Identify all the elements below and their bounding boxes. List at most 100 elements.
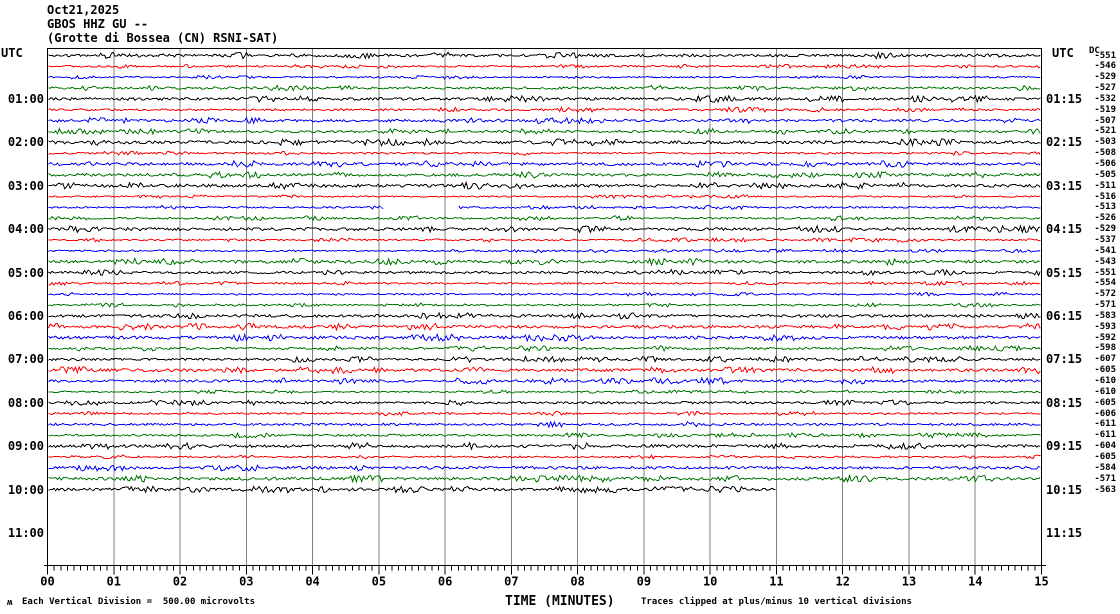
dc-offset-header: DC xyxy=(1089,46,1100,56)
dc-offset-value: -610 xyxy=(1094,376,1116,386)
dc-offset-value: -511 xyxy=(1094,180,1116,191)
seismogram-trace xyxy=(48,236,1041,243)
seismogram-trace xyxy=(48,150,1041,156)
left-hour-labels: 01:00 02:00 03:00 04:00 05:00 06:00 07:00 08:00… xyxy=(0,0,45,614)
seismogram-trace xyxy=(48,322,1041,332)
dc-offset-value: -605 xyxy=(1094,365,1116,376)
left-hour-label: 07:00 xyxy=(7,352,44,367)
left-hour-label: 11:00 xyxy=(7,525,44,540)
dc-offset-value: -529 xyxy=(1094,224,1116,235)
x-axis-tick-label: 15 xyxy=(1034,575,1048,589)
dc-offset-value: -519 xyxy=(1094,104,1116,115)
dc-offset-value: -507 xyxy=(1094,115,1116,126)
plot-frame xyxy=(47,48,1042,566)
seismogram-trace xyxy=(48,257,1041,267)
left-hour-label: 08:00 xyxy=(7,395,44,410)
x-axis-tick-label: 12 xyxy=(835,575,849,589)
right-hour-label: 03:15 xyxy=(1046,178,1083,193)
seismogram-trace xyxy=(48,355,1041,364)
seismogram-trace xyxy=(48,365,1041,375)
dc-offset-value: -527 xyxy=(1094,83,1116,94)
seismogram-trace xyxy=(48,159,1041,169)
seismogram-trace xyxy=(48,376,1041,386)
dc-offset-value: -563 xyxy=(1094,484,1116,495)
dc-offset-value: -541 xyxy=(1094,245,1116,256)
x-axis-tick-label: 08 xyxy=(570,575,584,589)
dc-offset-value: -592 xyxy=(1094,332,1116,343)
dc-offset-value: -537 xyxy=(1094,234,1116,245)
clip-note: Traces clipped at plus/minus 10 vertical… xyxy=(641,597,912,607)
dc-offset-value: -551 xyxy=(1094,267,1116,278)
dc-offset-value: -551 xyxy=(1094,50,1116,61)
dc-offset-value: -506 xyxy=(1094,159,1116,169)
x-axis-tick-label: 13 xyxy=(902,575,916,589)
seismogram-trace xyxy=(48,389,1041,395)
seismogram-trace xyxy=(48,215,1041,222)
seismogram-trace xyxy=(48,454,1041,460)
seismogram-trace xyxy=(48,127,1041,136)
header-location: (Grotte di Bossea (CN) RSNI-SAT) xyxy=(47,31,279,45)
seismogram-trace xyxy=(48,332,1041,343)
seismogram-trace xyxy=(48,344,1041,352)
right-hour-label: 04:15 xyxy=(1046,222,1083,237)
dc-offset-value: -516 xyxy=(1094,191,1116,202)
seismogram-trace xyxy=(48,485,776,494)
right-hour-labels: 01:15 02:15 03:15 04:15 05:15 06:15 07:15 08:15… xyxy=(1046,0,1120,614)
left-hour-label: 02:00 xyxy=(7,135,44,150)
left-hour-label: 05:00 xyxy=(7,265,44,280)
right-hour-label: 05:15 xyxy=(1046,265,1083,280)
dc-values-column: -551 -546 -529 -527 -532 -519 -507 -521 -503 -508… xyxy=(1088,0,1118,614)
seismogram-trace xyxy=(48,268,1041,277)
seismogram-trace xyxy=(48,302,1041,308)
seismogram-trace xyxy=(48,116,1041,125)
dc-offset-value: -607 xyxy=(1094,354,1116,365)
dc-offset-value: -598 xyxy=(1094,343,1116,354)
x-axis-title: TIME (MINUTES) xyxy=(505,594,615,609)
left-hour-label: 01:00 xyxy=(7,91,44,106)
left-hour-label: 03:00 xyxy=(7,178,44,193)
dc-offset-value: -593 xyxy=(1094,321,1116,332)
scale-note: Each Vertical Division = 500.00 microvol… xyxy=(22,597,255,607)
left-hour-label: 06:00 xyxy=(7,308,44,323)
seismogram-trace xyxy=(48,410,1041,417)
x-axis-tick-label: 07 xyxy=(504,575,518,589)
dc-offset-value: -610 xyxy=(1094,386,1116,397)
seismogram-trace xyxy=(48,399,1041,407)
dc-offset-value: -583 xyxy=(1094,310,1116,321)
right-hour-label: 09:15 xyxy=(1046,439,1083,454)
x-axis-tick-label: 11 xyxy=(769,575,783,589)
seismogram-trace xyxy=(48,170,1041,179)
right-hour-label: 01:15 xyxy=(1046,91,1083,106)
right-hour-label: 06:15 xyxy=(1046,308,1083,323)
seismogram-trace xyxy=(48,431,1041,439)
dc-offset-value: -611 xyxy=(1094,419,1116,430)
utc-label-right: UTC xyxy=(1052,46,1074,60)
dc-offset-value: -554 xyxy=(1094,278,1116,289)
dc-offset-value: -605 xyxy=(1094,397,1116,408)
seismogram-trace xyxy=(48,180,1041,191)
seismogram-trace xyxy=(48,84,1041,92)
dc-offset-value: -529 xyxy=(1094,72,1116,83)
seismogram-trace xyxy=(48,473,1041,484)
dc-offset-value: -503 xyxy=(1094,137,1116,148)
x-axis-tick-label: 05 xyxy=(372,575,386,589)
dc-offset-value: -513 xyxy=(1094,202,1116,213)
seismogram-trace xyxy=(48,51,1041,60)
seismogram-trace xyxy=(48,106,1041,113)
right-hour-label: 07:15 xyxy=(1046,352,1083,367)
seismogram-trace xyxy=(48,464,1041,472)
seismogram-trace xyxy=(48,311,1041,320)
right-hour-label: 11:15 xyxy=(1046,525,1083,540)
x-axis-tick-label: 09 xyxy=(637,575,651,589)
seismogram-trace xyxy=(48,291,1041,297)
right-hour-label: 10:15 xyxy=(1046,482,1083,497)
seismogram-trace xyxy=(48,224,1041,234)
dc-offset-value: -606 xyxy=(1094,408,1116,419)
x-axis-tick-label: 01 xyxy=(107,575,121,589)
seismogram-trace xyxy=(48,74,1041,80)
dc-offset-value: -584 xyxy=(1094,462,1116,473)
seismogram-trace xyxy=(48,194,1041,200)
left-hour-label: 04:00 xyxy=(7,222,44,237)
